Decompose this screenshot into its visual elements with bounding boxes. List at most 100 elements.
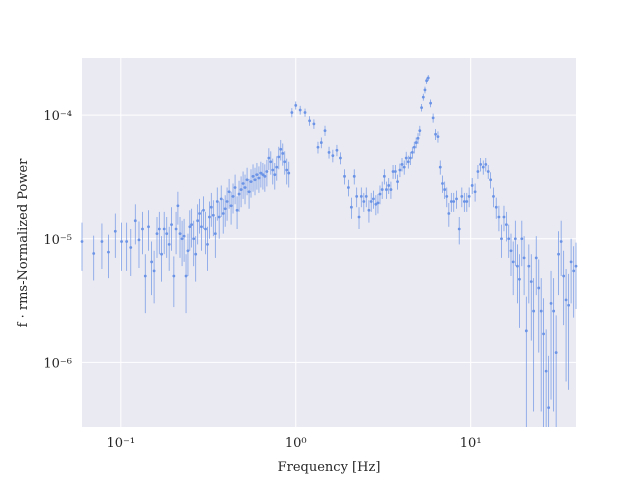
point-marker bbox=[431, 116, 435, 120]
data-point bbox=[396, 174, 399, 190]
point-marker bbox=[239, 188, 243, 191]
data-point bbox=[574, 242, 578, 310]
point-marker bbox=[382, 174, 386, 178]
point-marker bbox=[303, 111, 307, 114]
point-marker bbox=[172, 274, 176, 278]
data-point bbox=[141, 211, 144, 255]
point-marker bbox=[513, 237, 517, 241]
point-marker bbox=[476, 170, 480, 173]
data-point bbox=[387, 178, 391, 195]
data-point bbox=[198, 198, 201, 234]
data-point bbox=[143, 254, 147, 314]
point-marker bbox=[273, 173, 277, 177]
data-point bbox=[184, 254, 188, 314]
point-marker bbox=[359, 195, 363, 198]
point-marker bbox=[208, 215, 211, 219]
point-marker bbox=[438, 165, 442, 169]
data-point bbox=[378, 185, 382, 205]
data-point bbox=[211, 200, 215, 237]
data-point bbox=[265, 159, 269, 187]
data-point bbox=[206, 226, 209, 271]
point-marker bbox=[196, 219, 200, 223]
data-point bbox=[404, 151, 408, 166]
data-point bbox=[529, 254, 533, 341]
point-marker bbox=[484, 162, 488, 166]
point-marker bbox=[421, 95, 425, 99]
data-point bbox=[418, 125, 422, 136]
data-point bbox=[518, 254, 521, 328]
point-marker bbox=[178, 232, 182, 236]
point-marker bbox=[489, 178, 493, 182]
plot-background bbox=[82, 58, 576, 427]
point-marker bbox=[174, 227, 178, 231]
data-point bbox=[133, 204, 137, 245]
point-marker bbox=[507, 237, 511, 241]
y-tick-label: 10⁻⁶ bbox=[43, 356, 72, 371]
data-point bbox=[400, 158, 404, 172]
data-point bbox=[507, 224, 511, 258]
point-marker bbox=[312, 122, 316, 126]
data-point bbox=[235, 196, 239, 229]
point-marker bbox=[180, 237, 184, 241]
data-point bbox=[539, 278, 543, 412]
point-marker bbox=[331, 154, 335, 158]
data-point bbox=[223, 195, 227, 227]
point-marker bbox=[378, 192, 382, 196]
data-point bbox=[155, 216, 159, 258]
data-point bbox=[484, 158, 488, 172]
point-marker bbox=[285, 168, 289, 172]
point-marker bbox=[516, 264, 519, 268]
point-marker bbox=[414, 141, 418, 144]
point-marker bbox=[460, 195, 464, 198]
point-marker bbox=[470, 184, 474, 187]
point-marker bbox=[367, 208, 371, 212]
point-marker bbox=[398, 168, 402, 172]
data-point bbox=[389, 181, 393, 199]
point-marker bbox=[298, 108, 302, 112]
point-marker bbox=[219, 197, 223, 201]
point-marker bbox=[125, 240, 129, 243]
data-point bbox=[196, 204, 200, 245]
point-marker bbox=[557, 252, 560, 256]
data-point bbox=[362, 192, 366, 212]
point-marker bbox=[362, 200, 366, 203]
data-point bbox=[547, 355, 551, 427]
point-marker bbox=[281, 152, 285, 155]
data-point bbox=[369, 192, 373, 212]
data-points bbox=[80, 75, 578, 427]
point-marker bbox=[511, 260, 515, 264]
point-marker bbox=[231, 195, 235, 198]
data-point bbox=[374, 195, 378, 216]
point-marker bbox=[355, 195, 359, 198]
point-marker bbox=[547, 406, 551, 410]
data-point bbox=[455, 190, 458, 209]
point-marker bbox=[552, 309, 556, 313]
point-marker bbox=[279, 147, 283, 151]
point-marker bbox=[129, 246, 133, 249]
point-marker bbox=[524, 329, 528, 333]
data-point bbox=[237, 180, 241, 212]
point-marker bbox=[425, 79, 429, 83]
point-marker bbox=[137, 238, 141, 242]
data-point bbox=[165, 216, 169, 258]
point-marker bbox=[182, 234, 186, 238]
data-point bbox=[312, 119, 316, 129]
point-marker bbox=[265, 170, 269, 173]
point-marker bbox=[408, 156, 412, 160]
point-marker bbox=[253, 178, 257, 182]
point-marker bbox=[349, 205, 353, 209]
data-point bbox=[416, 133, 420, 144]
data-point bbox=[213, 216, 217, 258]
point-marker bbox=[188, 225, 192, 229]
data-point bbox=[470, 178, 474, 195]
data-point bbox=[524, 296, 528, 427]
point-marker bbox=[441, 182, 444, 185]
data-point bbox=[367, 200, 371, 223]
point-marker bbox=[376, 201, 380, 205]
point-marker bbox=[537, 286, 541, 290]
point-marker bbox=[206, 243, 209, 246]
data-point bbox=[494, 197, 498, 219]
data-point bbox=[380, 181, 384, 199]
point-marker bbox=[255, 173, 259, 177]
data-point bbox=[178, 216, 182, 258]
